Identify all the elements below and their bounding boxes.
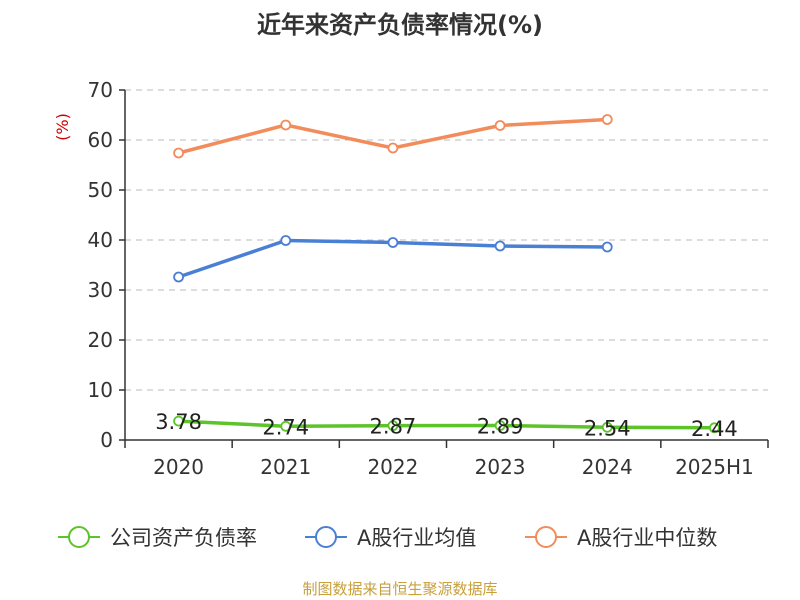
series-1-point-2023 [494,240,506,252]
legend-marker-1 [315,526,337,548]
series-0-point-2023 [494,420,506,431]
series-2-point-2022 [387,142,399,154]
legend-label-2: A股行业中位数 [577,526,717,550]
y-tick-labels: 0 10 20 30 40 50 60 70 [88,78,113,452]
x-tick-labels: 2020 2021 2022 2023 2024 2025H1 [153,455,754,479]
series-0-point-2025H1 [709,422,720,434]
legend: 公司资产负债率 A股行业均值 A股行业中位数 [58,526,717,550]
y-tick-label-30: 30 [88,278,113,302]
x-tick-label-2022: 2022 [367,455,418,479]
y-tick-label-40: 40 [88,228,113,252]
y-axis-unit: (%) [53,113,72,141]
series-1-point-2021 [280,235,292,246]
y-tick-label-50: 50 [88,178,113,202]
series-0-point-2021 [280,420,292,432]
series-1-point-2024 [601,241,613,253]
legend-label-1: A股行业均值 [357,526,476,550]
series-1-point-2020 [173,271,184,283]
axes [119,89,769,448]
series-2-point-2021 [280,119,292,131]
y-tick-label-0: 0 [100,428,113,452]
legend-marker-2 [535,526,557,548]
data-label-2025H1: 2.44 [691,417,738,441]
series-0-point-2024 [601,421,613,433]
y-tick-label-60: 60 [88,128,113,152]
x-tick-label-2023: 2023 [475,455,526,479]
series-lines [173,114,720,434]
series-line-0 [178,419,715,430]
y-tick-label-20: 20 [88,328,113,352]
y-tick-label-70: 70 [88,78,113,102]
series-2-point-2020 [173,147,184,159]
x-tick-label-2021: 2021 [260,455,311,479]
data-labels: 3.78 2.74 2.87 2.89 2.54 2.44 [155,410,738,441]
series-1-point-2022 [387,237,399,248]
data-label-2023: 2.89 [477,415,524,439]
chart-title: 近年来资产负债率情况(%) [257,11,543,39]
x-tick-label-2025H1: 2025H1 [675,455,754,479]
x-tick-label-2020: 2020 [153,455,204,479]
series-2-point-2024 [601,114,613,125]
data-label-2020: 3.78 [155,410,202,434]
data-label-2022: 2.87 [370,415,417,439]
data-label-2021: 2.74 [262,415,309,439]
grid-lines [125,89,768,391]
data-label-2024: 2.54 [584,416,631,440]
y-tick-label-10: 10 [88,378,113,402]
series-2-point-2023 [494,120,506,131]
legend-label-0: 公司资产负债率 [110,526,257,550]
source-note: 制图数据来自恒生聚源数据库 [302,580,497,598]
legend-marker-0 [68,526,90,548]
x-tick-label-2024: 2024 [582,455,633,479]
series-0-point-2022 [387,420,399,432]
series-0-point-2020 [173,415,184,427]
